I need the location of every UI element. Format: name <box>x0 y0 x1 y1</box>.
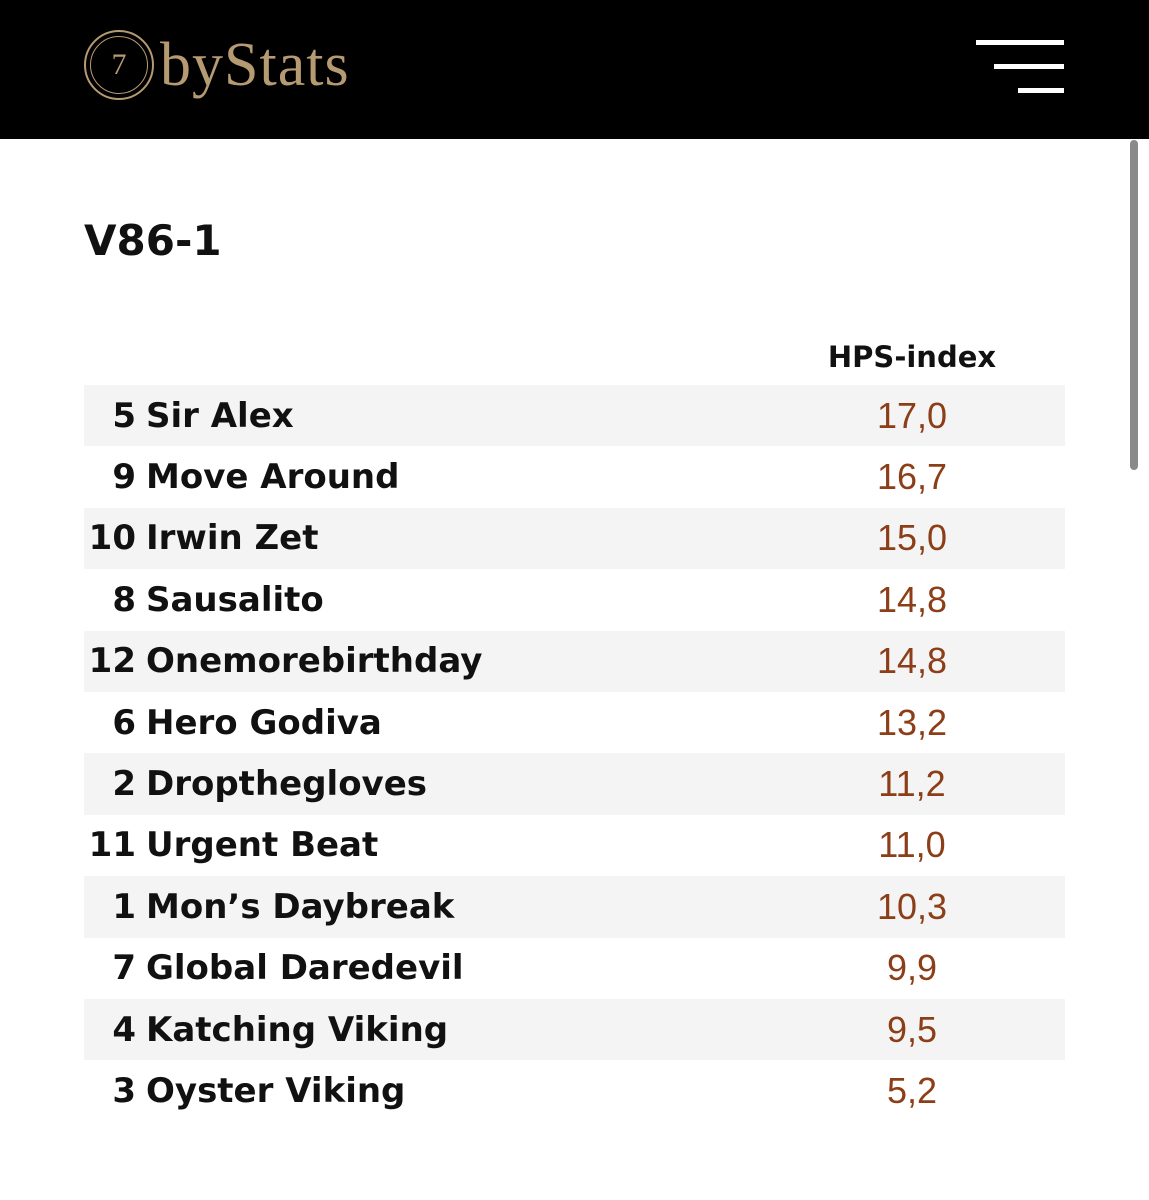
start-number: 1 <box>112 886 136 927</box>
hps-value: 10,3 <box>876 885 948 927</box>
start-number: 8 <box>112 579 136 620</box>
menu-line <box>976 40 1064 45</box>
horse-name: Urgent Beat <box>146 825 379 866</box>
start-number: 11 <box>88 825 136 866</box>
race-title: V86-1 <box>84 216 222 265</box>
logo-text: byStats <box>160 31 350 99</box>
horse-entry: 8 Sausalito <box>84 579 324 620</box>
table-row: 4 Katching Viking 9,5 <box>84 998 1065 1061</box>
table-row: 1 Mon’s Daybreak 10,3 <box>84 876 1065 938</box>
hps-value: 13,2 <box>876 701 948 743</box>
hps-value: 16,7 <box>876 456 948 498</box>
horse-entry: 2 Dropthegloves <box>84 764 427 804</box>
hamburger-menu-icon[interactable] <box>974 38 1068 96</box>
table-row: 9 Move Around 16,7 <box>84 446 1065 507</box>
hps-value: 11,0 <box>878 824 946 866</box>
start-number: 4 <box>112 1009 136 1050</box>
start-number: 12 <box>88 641 136 682</box>
start-number: 7 <box>112 948 136 989</box>
hps-value: 5,2 <box>886 1069 938 1111</box>
table-row: 10 Irwin Zet 15,0 <box>84 507 1065 570</box>
top-navigation-bar: 7 byStats <box>0 0 1149 139</box>
hps-value: 11,2 <box>878 763 946 805</box>
table-row: 8 Sausalito 14,8 <box>84 569 1065 630</box>
menu-line <box>1018 88 1064 93</box>
table-row: 12 Onemorebirthday 14,8 <box>84 630 1065 692</box>
hps-value: 17,0 <box>876 394 948 436</box>
start-number: 9 <box>112 457 136 498</box>
horse-name: Irwin Zet <box>146 518 319 559</box>
table-row: 6 Hero Godiva 13,2 <box>84 692 1065 753</box>
horse-name: Katching Viking <box>146 1009 449 1050</box>
hps-index-column-header: HPS-index <box>827 340 997 374</box>
start-number: 2 <box>112 764 136 805</box>
start-number: 3 <box>112 1070 136 1111</box>
table-row: 11 Urgent Beat 11,0 <box>84 815 1065 876</box>
horse-entry: 4 Katching Viking <box>84 1010 448 1050</box>
hps-value: 9,9 <box>886 947 938 989</box>
start-number: 10 <box>88 518 136 559</box>
bystats-logo[interactable]: 7 byStats <box>84 30 350 100</box>
horse-entry: 7 Global Daredevil <box>84 948 464 989</box>
horse-name: Hero Godiva <box>146 702 382 743</box>
horse-entry: 12 Onemorebirthday <box>84 641 483 682</box>
horse-name: Global Daredevil <box>146 948 464 989</box>
table-row: 3 Oyster Viking 5,2 <box>84 1060 1065 1121</box>
logo-number: 7 <box>111 48 127 81</box>
horse-name: Sausalito <box>146 579 324 620</box>
horse-entry: 6 Hero Godiva <box>84 703 382 743</box>
start-number: 6 <box>112 702 136 743</box>
horse-name: Sir Alex <box>146 395 294 436</box>
hps-table: 5 Sir Alex 17,0 9 Move Around 16,7 10 Irwin… <box>84 385 1065 1122</box>
hps-value: 15,0 <box>876 517 948 559</box>
hps-value: 14,8 <box>876 578 948 620</box>
horse-name: Dropthegloves <box>146 764 428 805</box>
horse-entry: 3 Oyster Viking <box>84 1071 405 1111</box>
hps-value: 14,8 <box>876 640 948 682</box>
horse-entry: 1 Mon’s Daybreak <box>84 887 454 927</box>
horse-entry: 11 Urgent Beat <box>84 825 379 866</box>
table-row: 2 Dropthegloves 11,2 <box>84 753 1065 815</box>
table-row: 5 Sir Alex 17,0 <box>84 385 1065 447</box>
start-number: 5 <box>112 395 136 436</box>
horse-name: Mon’s Daybreak <box>146 886 455 927</box>
horse-entry: 10 Irwin Zet <box>84 518 319 558</box>
table-row: 7 Global Daredevil 9,9 <box>84 938 1065 999</box>
horse-name: Move Around <box>146 457 400 498</box>
horse-entry: 9 Move Around <box>84 457 399 497</box>
logo-badge-icon: 7 <box>84 30 154 100</box>
scrollbar[interactable] <box>1130 140 1138 470</box>
hps-value: 9,5 <box>886 1008 938 1050</box>
horse-name: Onemorebirthday <box>146 641 483 682</box>
menu-line <box>994 64 1064 69</box>
horse-entry: 5 Sir Alex <box>84 395 294 436</box>
horse-name: Oyster Viking <box>146 1070 406 1111</box>
